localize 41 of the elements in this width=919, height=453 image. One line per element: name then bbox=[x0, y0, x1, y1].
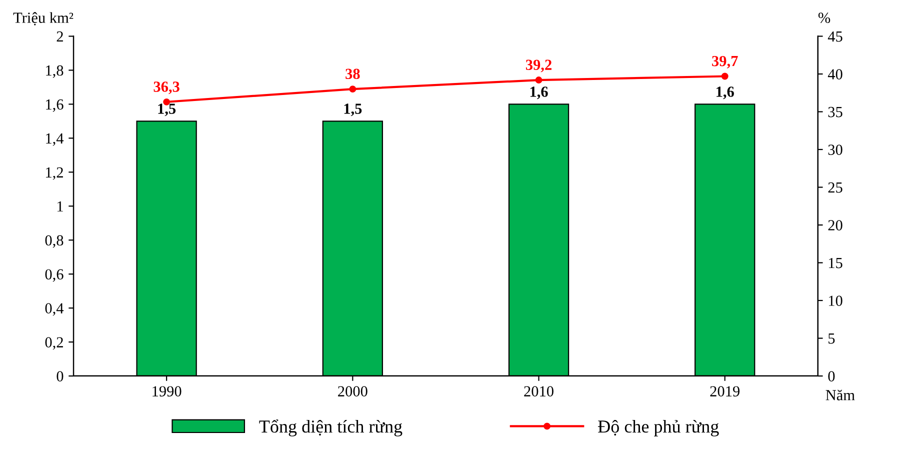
x-tick-label: 1990 bbox=[152, 386, 182, 396]
point bbox=[535, 76, 542, 84]
y2-tick-label: 40 bbox=[828, 69, 842, 80]
y-tick-label: 0,8 bbox=[45, 235, 64, 248]
y2-tick-label: 15 bbox=[828, 258, 842, 268]
x-axis-title: Năm bbox=[826, 390, 855, 400]
legend-label: Tổng diện tích rừng bbox=[259, 419, 402, 436]
data-label: 1,6 bbox=[530, 86, 548, 100]
y-tick-label: 1,8 bbox=[46, 65, 64, 78]
y-tick-label: 0,2 bbox=[45, 337, 63, 350]
y-tick-label: 1,6 bbox=[46, 99, 64, 112]
point bbox=[721, 72, 728, 80]
y2-axis-title: % bbox=[818, 12, 830, 23]
data-label: 36,3 bbox=[154, 82, 180, 94]
y-axis-title: Triệu km² bbox=[13, 12, 74, 26]
x-tick-label: 2000 bbox=[338, 386, 368, 396]
data-label: 38 bbox=[346, 68, 360, 80]
data-label: 1,5 bbox=[158, 104, 176, 116]
y2-tick-label: 0 bbox=[828, 371, 835, 382]
y2-tick-label: 30 bbox=[828, 144, 842, 155]
y-tick-label: 0,6 bbox=[45, 269, 64, 282]
y-tick-label: 2 bbox=[56, 31, 63, 42]
y2-tick-label: 45 bbox=[828, 31, 842, 42]
y2-tick-label: 25 bbox=[828, 182, 842, 193]
y2-tick-label: 20 bbox=[828, 220, 842, 230]
y2-tick-label: 5 bbox=[828, 334, 835, 344]
y-tick-label: 1,4 bbox=[46, 133, 64, 146]
point bbox=[349, 86, 356, 93]
data-label: 39,7 bbox=[712, 56, 738, 68]
y-tick-label: 0,4 bbox=[45, 303, 64, 316]
y2-tick-label: 35 bbox=[828, 106, 842, 118]
x-tick-label: 2019 bbox=[710, 386, 740, 396]
x-tick-label: 2010 bbox=[524, 386, 554, 396]
legend-label: Độ che phủ rừng bbox=[598, 420, 719, 436]
data-label: 39,2 bbox=[526, 60, 552, 72]
y2-tick-label: 10 bbox=[828, 296, 842, 306]
y-tick-label: 1 bbox=[58, 201, 63, 212]
data-label: 1,5 bbox=[344, 104, 362, 116]
data-label: 1,6 bbox=[716, 86, 734, 100]
y-tick-label: 0 bbox=[56, 371, 64, 382]
y-tick-label: 1,2 bbox=[46, 167, 63, 180]
